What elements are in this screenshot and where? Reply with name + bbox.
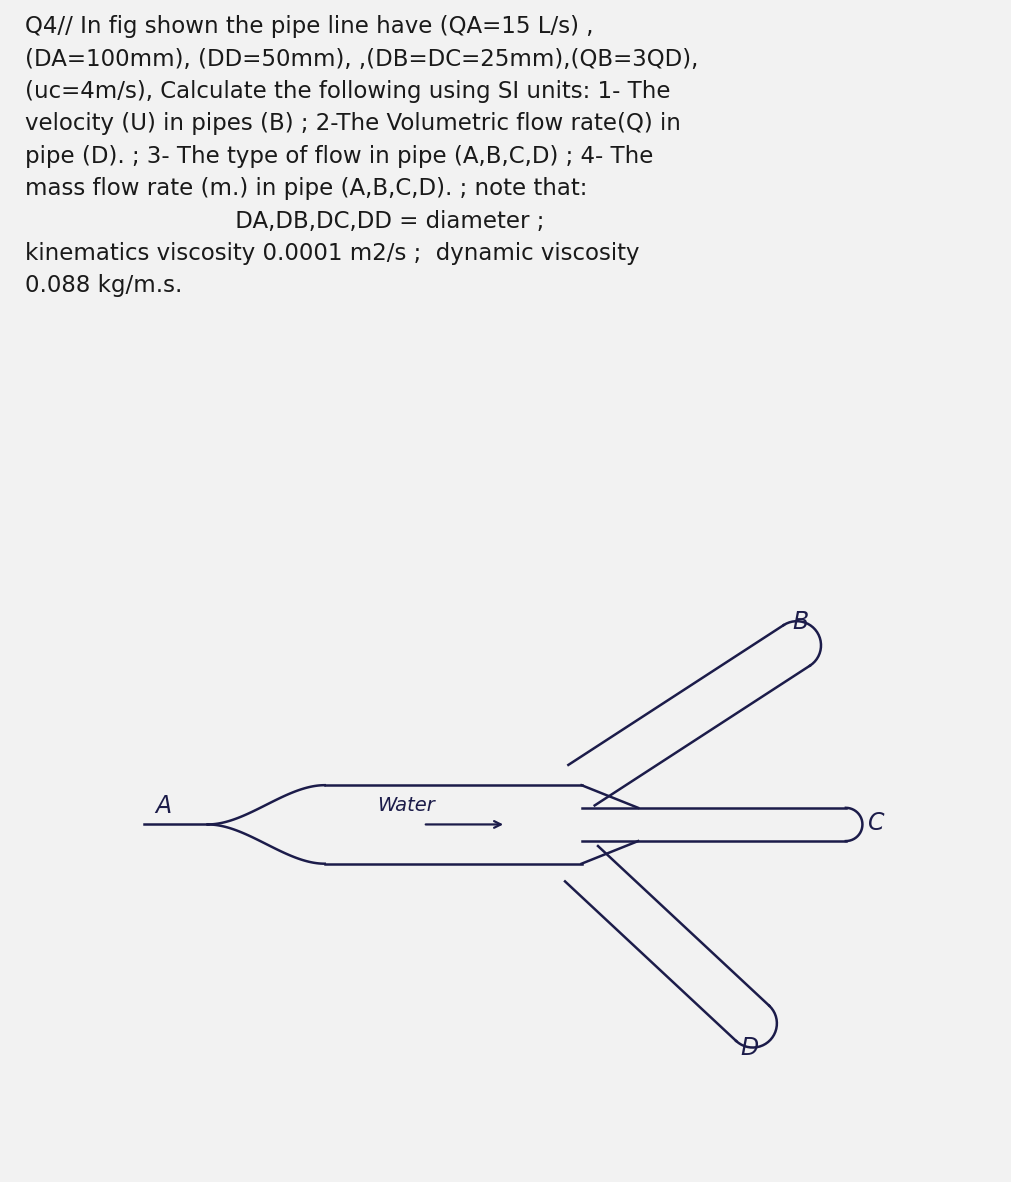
Text: B: B [792, 610, 808, 634]
Text: D: D [739, 1035, 757, 1059]
Text: Q4// In fig shown the pipe line have (QA=15 L/s) ,
(DA=100mm), (DD=50mm), ,(DB=D: Q4// In fig shown the pipe line have (QA… [25, 15, 698, 297]
Text: A: A [155, 794, 171, 818]
Text: C: C [867, 812, 884, 836]
Text: Water: Water [377, 795, 435, 814]
